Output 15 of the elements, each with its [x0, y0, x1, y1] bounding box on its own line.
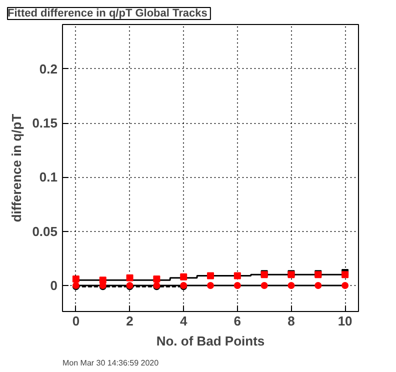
x-tick-label: 2: [126, 314, 134, 328]
x-tick-label: 8: [288, 314, 295, 328]
y-axis-title: difference in q/pT: [9, 114, 24, 222]
x-tick-label: 10: [338, 314, 352, 328]
x-tick-label: 0: [72, 314, 80, 328]
chart-title: Fitted difference in q/pT Global Tracks: [8, 8, 208, 20]
text: Mon Mar 30 14:36:59 2020: [62, 358, 160, 368]
y-tick-label: 0.15: [32, 116, 58, 131]
y-tick-label: 0: [50, 278, 58, 294]
y-tick-label: 0.1: [39, 170, 58, 185]
x-axis-title: No. of Bad Points: [156, 334, 265, 348]
x-tick-label: 4: [180, 314, 188, 328]
x-tick-label: 6: [234, 314, 242, 328]
y-tick-label: 0.05: [32, 224, 58, 239]
y-tick-label: 0.2: [39, 61, 58, 76]
